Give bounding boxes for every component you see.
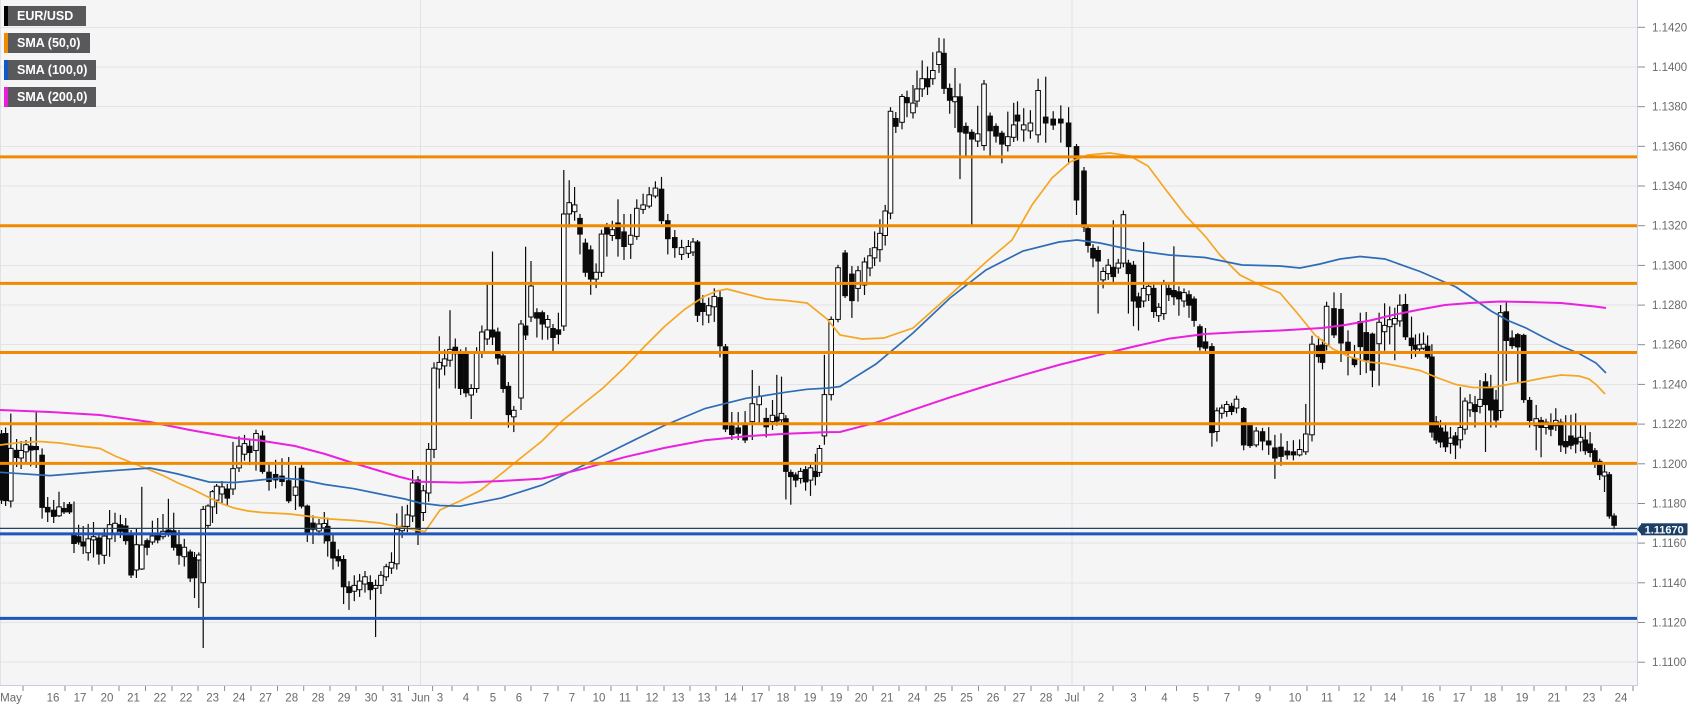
svg-text:12: 12	[1353, 693, 1366, 705]
svg-text:22: 22	[154, 693, 167, 705]
svg-text:23: 23	[206, 693, 219, 705]
svg-text:16: 16	[1422, 693, 1435, 705]
svg-text:16: 16	[47, 693, 60, 705]
svg-text:29: 29	[338, 693, 351, 705]
svg-text:1.11670: 1.11670	[1645, 525, 1684, 537]
svg-text:30: 30	[365, 693, 378, 705]
svg-text:10: 10	[1289, 693, 1302, 705]
svg-text:23: 23	[1583, 693, 1596, 705]
svg-text:26: 26	[987, 693, 1000, 705]
svg-text:1.1160: 1.1160	[1652, 538, 1686, 550]
svg-text:18: 18	[777, 693, 790, 705]
svg-text:27: 27	[259, 693, 272, 705]
svg-text:1.1140: 1.1140	[1652, 578, 1686, 590]
svg-text:22: 22	[180, 693, 193, 705]
svg-text:17: 17	[1453, 693, 1466, 705]
svg-text:5: 5	[1193, 693, 1199, 705]
svg-text:1.1260: 1.1260	[1652, 340, 1687, 352]
svg-text:19: 19	[1516, 693, 1529, 705]
svg-text:1.1200: 1.1200	[1652, 459, 1687, 471]
svg-text:28: 28	[285, 693, 298, 705]
svg-text:13: 13	[672, 693, 685, 705]
svg-text:11: 11	[1321, 693, 1333, 705]
svg-text:1.1220: 1.1220	[1652, 419, 1687, 431]
svg-text:Jun: Jun	[411, 693, 430, 705]
svg-text:3: 3	[437, 693, 443, 705]
svg-text:9: 9	[1255, 693, 1261, 705]
svg-text:1.1300: 1.1300	[1652, 260, 1687, 272]
svg-text:14: 14	[724, 693, 737, 705]
svg-text:31: 31	[390, 693, 403, 705]
svg-text:1.1280: 1.1280	[1652, 300, 1687, 312]
svg-text:4: 4	[1161, 693, 1168, 705]
svg-text:1.1320: 1.1320	[1652, 221, 1687, 233]
svg-text:27: 27	[1013, 693, 1026, 705]
svg-text:11: 11	[619, 693, 631, 705]
svg-text:1.1360: 1.1360	[1652, 141, 1687, 153]
svg-text:20: 20	[855, 693, 868, 705]
svg-text:24: 24	[1615, 693, 1628, 705]
svg-text:10: 10	[593, 693, 606, 705]
svg-text:17: 17	[74, 693, 87, 705]
svg-text:24: 24	[233, 693, 246, 705]
svg-text:20: 20	[101, 693, 114, 705]
svg-text:1.1120: 1.1120	[1652, 618, 1686, 630]
svg-text:Jul: Jul	[1065, 693, 1080, 705]
svg-text:1.1180: 1.1180	[1652, 499, 1686, 511]
svg-text:25: 25	[960, 693, 973, 705]
svg-text:21: 21	[127, 693, 140, 705]
svg-text:5: 5	[490, 693, 496, 705]
svg-text:1.1340: 1.1340	[1652, 181, 1687, 193]
svg-text:24: 24	[908, 693, 921, 705]
svg-text:21: 21	[1548, 693, 1561, 705]
svg-text:1.1240: 1.1240	[1652, 379, 1687, 391]
svg-text:13: 13	[698, 693, 711, 705]
svg-text:19: 19	[830, 693, 843, 705]
svg-text:14: 14	[1384, 693, 1397, 705]
svg-text:7: 7	[569, 693, 575, 705]
svg-text:17: 17	[751, 693, 764, 705]
svg-text:6: 6	[516, 693, 522, 705]
svg-text:1.1100: 1.1100	[1652, 657, 1686, 669]
svg-text:1.1420: 1.1420	[1652, 22, 1687, 34]
svg-text:21: 21	[881, 693, 894, 705]
svg-text:1.1380: 1.1380	[1652, 102, 1687, 114]
svg-text:12: 12	[646, 693, 659, 705]
svg-text:3: 3	[1130, 693, 1136, 705]
svg-text:May: May	[0, 693, 22, 705]
svg-text:2: 2	[1098, 693, 1104, 705]
svg-text:7: 7	[543, 693, 549, 705]
svg-text:1.1400: 1.1400	[1652, 62, 1687, 74]
svg-text:19: 19	[804, 693, 817, 705]
svg-text:28: 28	[312, 693, 325, 705]
svg-text:7: 7	[1224, 693, 1230, 705]
svg-text:28: 28	[1040, 693, 1053, 705]
svg-text:4: 4	[463, 693, 470, 705]
svg-text:25: 25	[934, 693, 947, 705]
svg-text:18: 18	[1484, 693, 1497, 705]
